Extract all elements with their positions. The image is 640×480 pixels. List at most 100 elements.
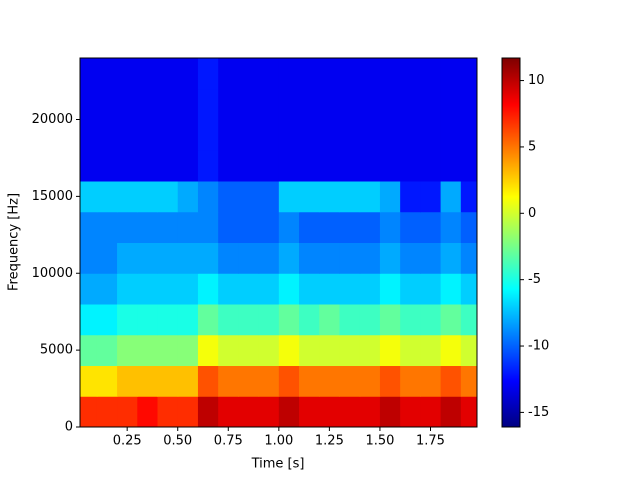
colorbar-strip	[502, 249, 520, 251]
cell	[218, 396, 239, 427]
colorbar-strip	[502, 251, 520, 253]
colorbar-strip	[502, 147, 520, 149]
colorbar-strip	[502, 213, 520, 215]
colorbar-strip	[502, 275, 520, 277]
colorbar-strip	[502, 362, 520, 364]
colorbar-strip	[502, 92, 520, 94]
colorbar-tick-label: -15	[528, 405, 549, 420]
cell	[80, 58, 98, 90]
colorbar-strip	[502, 169, 520, 171]
cell	[460, 119, 477, 151]
cell	[440, 119, 462, 151]
colorbar-strip	[502, 296, 520, 298]
cell	[460, 211, 477, 243]
colorbar-strip	[502, 91, 520, 93]
x-tick-label: 0.75	[214, 434, 243, 449]
cell	[177, 211, 199, 243]
x-tick-label: 1.25	[315, 434, 344, 449]
cell	[379, 181, 401, 213]
colorbar-strip	[502, 223, 520, 225]
cell	[359, 119, 381, 151]
colorbar-strip	[502, 208, 520, 210]
colorbar-strip	[502, 421, 520, 423]
colorbar-strip	[502, 237, 520, 239]
cell	[96, 211, 118, 243]
cell	[359, 304, 381, 336]
cell	[238, 242, 260, 274]
x-tick-label: 1.75	[416, 434, 445, 449]
colorbar-strip	[502, 193, 520, 195]
colorbar-strip	[502, 407, 520, 409]
colorbar-strip	[502, 148, 520, 150]
cell	[400, 58, 421, 90]
y-axis-label: Frequency [Hz]	[7, 193, 22, 291]
colorbar-strip	[502, 85, 520, 87]
colorbar-strip	[502, 353, 520, 355]
colorbar-strip	[502, 369, 520, 371]
cell	[96, 273, 118, 305]
colorbar-strip	[502, 166, 520, 168]
colorbar-strip	[502, 182, 520, 184]
cell	[299, 334, 320, 366]
cell	[379, 88, 401, 120]
cell	[197, 304, 219, 336]
colorbar-strip	[502, 183, 520, 185]
colorbar-strip	[502, 400, 520, 402]
colorbar-strip	[502, 77, 520, 79]
colorbar-strip	[502, 248, 520, 250]
cell	[157, 58, 179, 90]
colorbar-strip	[502, 377, 520, 379]
spectrogram-image	[80, 58, 477, 427]
cell	[319, 58, 340, 90]
cell	[359, 334, 381, 366]
colorbar-strip	[502, 65, 520, 67]
cell	[96, 181, 118, 213]
colorbar-strip	[502, 373, 520, 375]
colorbar-strip	[502, 404, 520, 406]
colorbar-strip	[502, 319, 520, 321]
colorbar-strip	[502, 367, 520, 369]
cell	[238, 211, 260, 243]
colorbar-strip	[502, 83, 520, 85]
colorbar-strip	[502, 155, 520, 157]
colorbar-strip	[502, 178, 520, 180]
cell	[157, 88, 179, 120]
colorbar-strip	[502, 97, 520, 99]
colorbar-strip	[502, 325, 520, 327]
cell	[157, 304, 179, 336]
cell	[460, 242, 477, 274]
colorbar-strip	[502, 418, 520, 420]
colorbar-strip	[502, 246, 520, 248]
colorbar-strip	[502, 397, 520, 399]
colorbar-strip	[502, 144, 520, 146]
cell	[400, 88, 421, 120]
cell	[177, 88, 199, 120]
cell	[80, 304, 98, 336]
colorbar-strip	[502, 279, 520, 281]
cell	[238, 181, 260, 213]
colorbar-strip	[502, 291, 520, 293]
colorbar-strip	[502, 413, 520, 415]
cell	[400, 365, 421, 397]
cell	[339, 150, 361, 182]
colorbar-strip	[502, 287, 520, 289]
cell	[117, 273, 138, 305]
cell	[460, 334, 477, 366]
colorbar-strip	[502, 278, 520, 280]
colorbar-strip	[502, 118, 520, 120]
cell	[278, 396, 300, 427]
colorbar-strip	[502, 217, 520, 219]
colorbar-strip	[502, 392, 520, 394]
colorbar-strip	[502, 207, 520, 209]
colorbar-strip	[502, 132, 520, 134]
colorbar-strip	[502, 357, 520, 359]
cell	[218, 273, 239, 305]
cell	[299, 119, 320, 151]
colorbar-strip	[502, 88, 520, 90]
colorbar-strip	[502, 349, 520, 351]
cell	[278, 304, 300, 336]
colorbar-strip	[502, 332, 520, 334]
cell	[278, 365, 300, 397]
colorbar-strip	[502, 192, 520, 194]
colorbar-strip	[502, 116, 520, 118]
